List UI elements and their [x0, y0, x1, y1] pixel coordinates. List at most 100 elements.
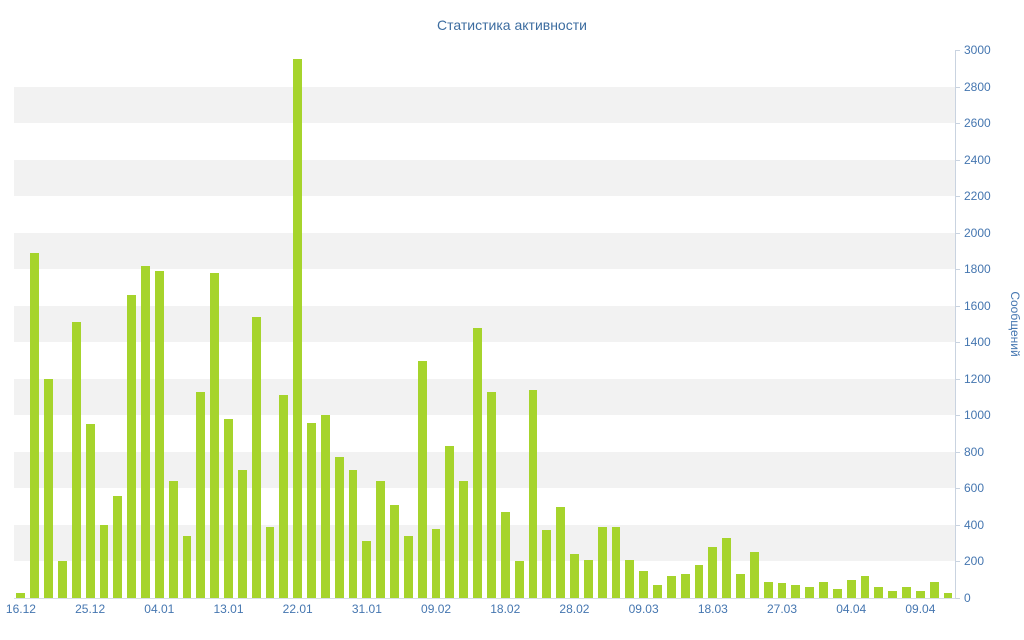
- x-axis: 16.1225.1204.0113.0122.0131.0109.0218.02…: [14, 602, 955, 620]
- bar: [944, 593, 953, 598]
- x-tick-label: 13.01: [213, 602, 243, 616]
- x-tick-label: 27.03: [767, 602, 797, 616]
- bar: [708, 547, 717, 598]
- bar: [266, 527, 275, 598]
- bar: [183, 536, 192, 598]
- bar: [722, 538, 731, 598]
- y-tick: [956, 342, 960, 343]
- bar: [874, 587, 883, 598]
- bar: [445, 446, 454, 598]
- bar: [16, 593, 25, 598]
- y-tick: [956, 488, 960, 489]
- y-axis: 0200400600800100012001400160018002000220…: [956, 50, 1006, 598]
- bar: [695, 565, 704, 598]
- x-tick-label: 09.02: [421, 602, 451, 616]
- bar: [861, 576, 870, 598]
- y-tick-label: 1200: [964, 372, 991, 386]
- y-tick-label: 2400: [964, 153, 991, 167]
- bar: [432, 529, 441, 598]
- grid-band: [14, 233, 955, 270]
- bar: [44, 379, 53, 598]
- bar: [902, 587, 911, 598]
- bar: [833, 589, 842, 598]
- bar: [224, 419, 233, 598]
- x-tick-label: 28.02: [559, 602, 589, 616]
- bar: [155, 271, 164, 598]
- y-tick-label: 2200: [964, 189, 991, 203]
- y-tick: [956, 452, 960, 453]
- bar: [556, 507, 565, 598]
- bar: [653, 585, 662, 598]
- y-tick: [956, 415, 960, 416]
- bar: [667, 576, 676, 598]
- x-tick-label: 16.12: [6, 602, 36, 616]
- bar: [515, 561, 524, 598]
- activity-statistics-chart: Статистика активности 020040060080010001…: [0, 0, 1024, 640]
- bar: [418, 361, 427, 598]
- bar: [612, 527, 621, 598]
- bar: [473, 328, 482, 598]
- y-tick-label: 1400: [964, 335, 991, 349]
- bar: [916, 591, 925, 598]
- bar: [127, 295, 136, 598]
- x-tick-label: 22.01: [283, 602, 313, 616]
- x-tick-label: 18.03: [698, 602, 728, 616]
- bar: [376, 481, 385, 598]
- y-tick-label: 400: [964, 518, 984, 532]
- bar: [210, 273, 219, 598]
- bar: [930, 582, 939, 598]
- y-tick: [956, 87, 960, 88]
- bar: [639, 571, 648, 598]
- bar: [58, 561, 67, 598]
- y-tick-label: 0: [964, 591, 971, 605]
- x-tick-label: 31.01: [352, 602, 382, 616]
- bar: [584, 560, 593, 598]
- bar: [390, 505, 399, 598]
- bar: [335, 457, 344, 598]
- bar: [625, 560, 634, 598]
- bar: [196, 392, 205, 598]
- bar: [542, 530, 551, 598]
- y-tick-label: 1000: [964, 408, 991, 422]
- y-tick-label: 2800: [964, 80, 991, 94]
- y-tick-label: 600: [964, 481, 984, 495]
- chart-title: Статистика активности: [0, 17, 1024, 33]
- bar: [362, 541, 371, 598]
- x-tick-label: 25.12: [75, 602, 105, 616]
- x-tick-label: 18.02: [490, 602, 520, 616]
- bar: [805, 587, 814, 598]
- bar: [487, 392, 496, 598]
- x-tick-label: 09.04: [905, 602, 935, 616]
- bar: [791, 585, 800, 598]
- bar: [30, 253, 39, 598]
- bar: [321, 415, 330, 598]
- y-axis-title: Сообщений: [1008, 291, 1022, 356]
- bar: [888, 591, 897, 598]
- bar: [529, 390, 538, 598]
- bar: [570, 554, 579, 598]
- grid-band: [14, 87, 955, 124]
- bar: [819, 582, 828, 598]
- y-tick-label: 1800: [964, 262, 991, 276]
- y-tick: [956, 196, 960, 197]
- y-tick-label: 800: [964, 445, 984, 459]
- bar: [238, 470, 247, 598]
- y-tick: [956, 123, 960, 124]
- bar: [459, 481, 468, 598]
- bar: [750, 552, 759, 598]
- bar: [349, 470, 358, 598]
- bar: [847, 580, 856, 598]
- bar: [279, 395, 288, 598]
- y-tick: [956, 561, 960, 562]
- plot-area: [14, 50, 956, 599]
- bar: [113, 496, 122, 598]
- y-tick: [956, 269, 960, 270]
- bar: [169, 481, 178, 598]
- bar: [778, 583, 787, 598]
- bar: [681, 574, 690, 598]
- bar: [293, 59, 302, 598]
- y-tick: [956, 598, 960, 599]
- bar: [141, 266, 150, 598]
- bar: [764, 582, 773, 598]
- y-tick: [956, 306, 960, 307]
